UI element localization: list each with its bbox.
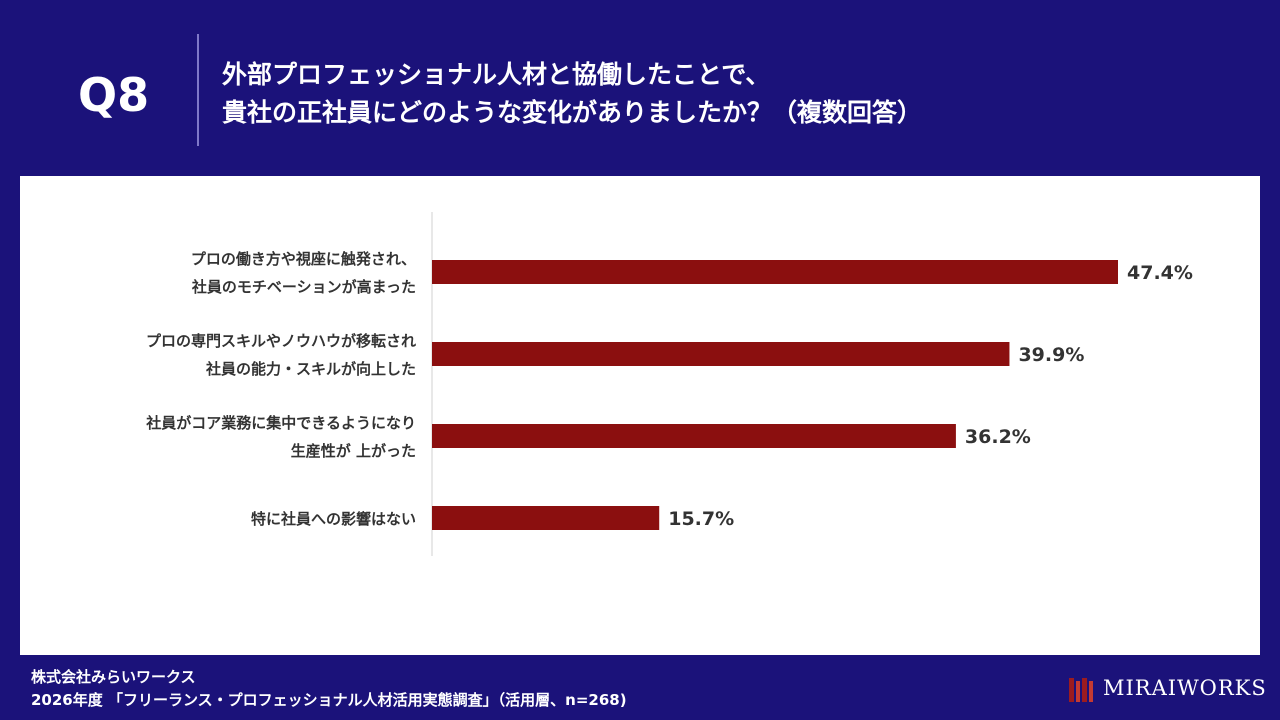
category-label-1-line-1: プロの働き方や視座に触発され、 <box>191 250 416 268</box>
category-label-1: プロの働き方や視座に触発され、社員のモチベーションが高まった <box>191 250 416 296</box>
bar-1 <box>432 260 1118 284</box>
miraiworks-logo: MIRAIWORKS <box>1067 673 1266 707</box>
category-label-2-line-2: 社員の能力・スキルが向上した <box>205 360 416 378</box>
bar-2 <box>432 342 1010 366</box>
category-label-2: プロの専門スキルやノウハウが移転され社員の能力・スキルが向上した <box>146 332 416 378</box>
bar-3 <box>432 424 956 448</box>
company-name: 株式会社みらいワークス <box>31 668 196 686</box>
category-label-3-line-2: 生産性が 上がった <box>291 442 416 460</box>
question-title-line-1: 外部プロフェッショナル人材と協働したことで、 <box>222 60 771 89</box>
category-label-4-line-1: 特に社員への影響はない <box>251 510 416 528</box>
category-label-4: 特に社員への影響はない <box>251 510 416 528</box>
category-label-3-line-1: 社員がコア業務に集中できるようになり <box>145 414 416 432</box>
bar-value-label-1: 47.4% <box>1127 262 1193 284</box>
bar-value-label-3: 36.2% <box>965 426 1031 448</box>
question-number: Q8 <box>78 68 150 122</box>
bar-value-label-2: 39.9% <box>1018 344 1084 366</box>
chart-panel: 47.4% プロの働き方や視座に触発され、社員のモチベーションが高まった 39.9%… <box>20 176 1260 655</box>
header-divider <box>197 34 199 146</box>
horizontal-bar-chart: 47.4% プロの働き方や視座に触発され、社員のモチベーションが高まった 39.9%… <box>145 212 1193 556</box>
question-title: 外部プロフェッショナル人材と協働したことで、 貴社の正社員にどのような変化があり… <box>222 56 1202 132</box>
category-label-3: 社員がコア業務に集中できるようになり生産性が 上がった <box>145 414 416 460</box>
footer-source: 株式会社みらいワークス 2026年度 「フリーランス・プロフェッショナル人材活用… <box>31 666 627 712</box>
bar-4 <box>432 506 660 530</box>
bar-value-label-4: 15.7% <box>668 508 734 530</box>
survey-source: 2026年度 「フリーランス・プロフェッショナル人材活用実態調査」（活用層、n=… <box>31 691 627 709</box>
miraiworks-logo-mark-icon <box>1069 678 1093 702</box>
category-label-2-line-1: プロの専門スキルやノウハウが移転され <box>146 332 416 350</box>
logo-wordmark: MIRAIWORKS <box>1103 676 1267 700</box>
question-title-line-2: 貴社の正社員にどのような変化がありましたか？（複数回答） <box>222 98 923 127</box>
category-label-1-line-2: 社員のモチベーションが高まった <box>191 278 416 296</box>
